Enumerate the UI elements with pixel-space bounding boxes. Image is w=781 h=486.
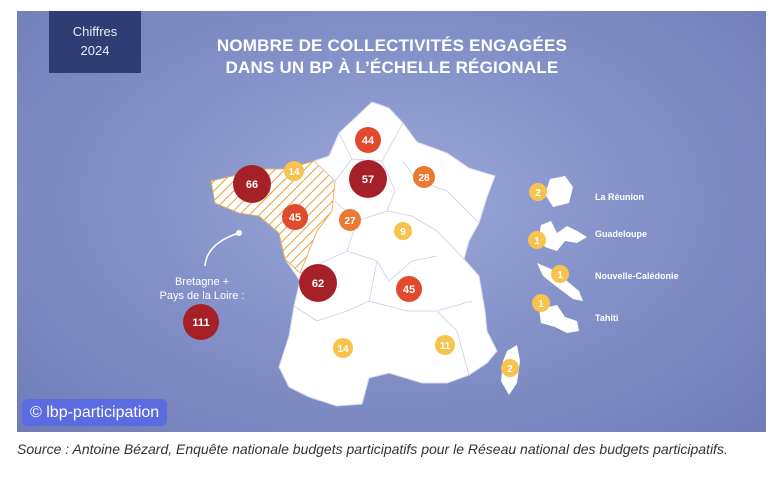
value-bourgogne-franche-comte: 9: [400, 227, 406, 238]
value-hauts-de-france: 44: [362, 135, 375, 147]
callout-anchor-dot: [236, 230, 242, 236]
copyright-badge: © lbp-participation: [22, 399, 168, 426]
bubble-auvergne-rhone-alpes: [396, 276, 422, 302]
bubble-bourgogne-franche-comte: [394, 222, 412, 240]
map-title: NOMBRE DE COLLECTIVITÉS ENGAGÉES DANS UN…: [177, 35, 607, 79]
bubble-nouvelle-aquitaine: [299, 264, 337, 302]
callout-line-1: Bretagne +: [175, 276, 229, 288]
value-bretagne: 66: [246, 179, 258, 191]
value-occitanie: 14: [337, 344, 349, 355]
value-normandie: 14: [288, 167, 300, 178]
value-centre-val-de-loire: 27: [344, 216, 356, 227]
value-nouvelle-aquitaine: 62: [312, 278, 324, 290]
value-ile-de-france: 57: [362, 174, 374, 186]
la-reunion-shape: [545, 176, 573, 207]
label-la-reunion: La Réunion: [595, 192, 644, 202]
year-badge: Chiffres 2024: [49, 11, 141, 73]
figure-caption: Source : Antoine Bézard, Enquête nationa…: [17, 441, 728, 457]
value-nouvelle-caledonie: 1: [557, 270, 563, 281]
bubble-paca: [435, 335, 455, 355]
bubble-ile-de-france: [349, 160, 387, 198]
bubble-bretagne: [233, 165, 271, 203]
france-map: Bretagne + Pays de la Loire : 111 44 14 …: [160, 101, 679, 407]
infographic: Chiffres 2024 NOMBRE DE COLLECTIVITÉS EN…: [17, 11, 766, 432]
tahiti-shape: [539, 305, 579, 333]
mainland-france-shape: [210, 101, 498, 407]
bubble-guadeloupe: [528, 231, 546, 249]
label-nouvelle-caledonie: Nouvelle-Calédonie: [595, 271, 679, 281]
callout-total-value: 111: [192, 317, 209, 329]
bubble-hauts-de-france: [355, 127, 381, 153]
badge-line-1: Chiffres: [72, 24, 118, 39]
bubble-normandie: [284, 161, 304, 181]
label-guadeloupe: Guadeloupe: [595, 229, 647, 239]
overseas-bubbles: 2 La Réunion 1 Guadeloupe 1 Nouvelle-Cal…: [528, 183, 679, 323]
callout-line-2: Pays de la Loire :: [160, 290, 245, 302]
bubble-nouvelle-caledonie: [551, 265, 569, 283]
label-tahiti: Tahiti: [595, 313, 618, 323]
badge-line-2: 2024: [80, 43, 110, 58]
bubble-pays-de-la-loire: [282, 204, 308, 230]
callout-total-bubble: [183, 304, 219, 340]
value-grand-est: 28: [418, 173, 430, 184]
value-guadeloupe: 1: [534, 236, 540, 247]
bubble-grand-est: [413, 166, 435, 188]
bubble-la-reunion: [529, 183, 547, 201]
guadeloupe-shape: [539, 221, 587, 251]
bubble-occitanie: [333, 338, 353, 358]
map-title-line-1: NOMBRE DE COLLECTIVITÉS ENGAGÉES: [216, 36, 568, 55]
value-pays-de-la-loire: 45: [289, 212, 301, 224]
bubble-centre-val-de-loire: [339, 209, 361, 231]
value-paca: 11: [440, 341, 451, 352]
bubble-corse: [501, 359, 519, 377]
region-bubbles: 44 14 66 57 28 45 27 9 62 45 14 11: [233, 127, 519, 377]
value-corse: 2: [507, 364, 513, 375]
callout-leader-line: [204, 232, 240, 267]
bubble-tahiti: [532, 294, 550, 312]
map-title-line-2: DANS UN BP À L’ÉCHELLE RÉGIONALE: [225, 58, 559, 77]
value-auvergne-rhone-alpes: 45: [403, 284, 415, 296]
value-la-reunion: 2: [535, 188, 541, 199]
value-tahiti: 1: [538, 299, 544, 310]
